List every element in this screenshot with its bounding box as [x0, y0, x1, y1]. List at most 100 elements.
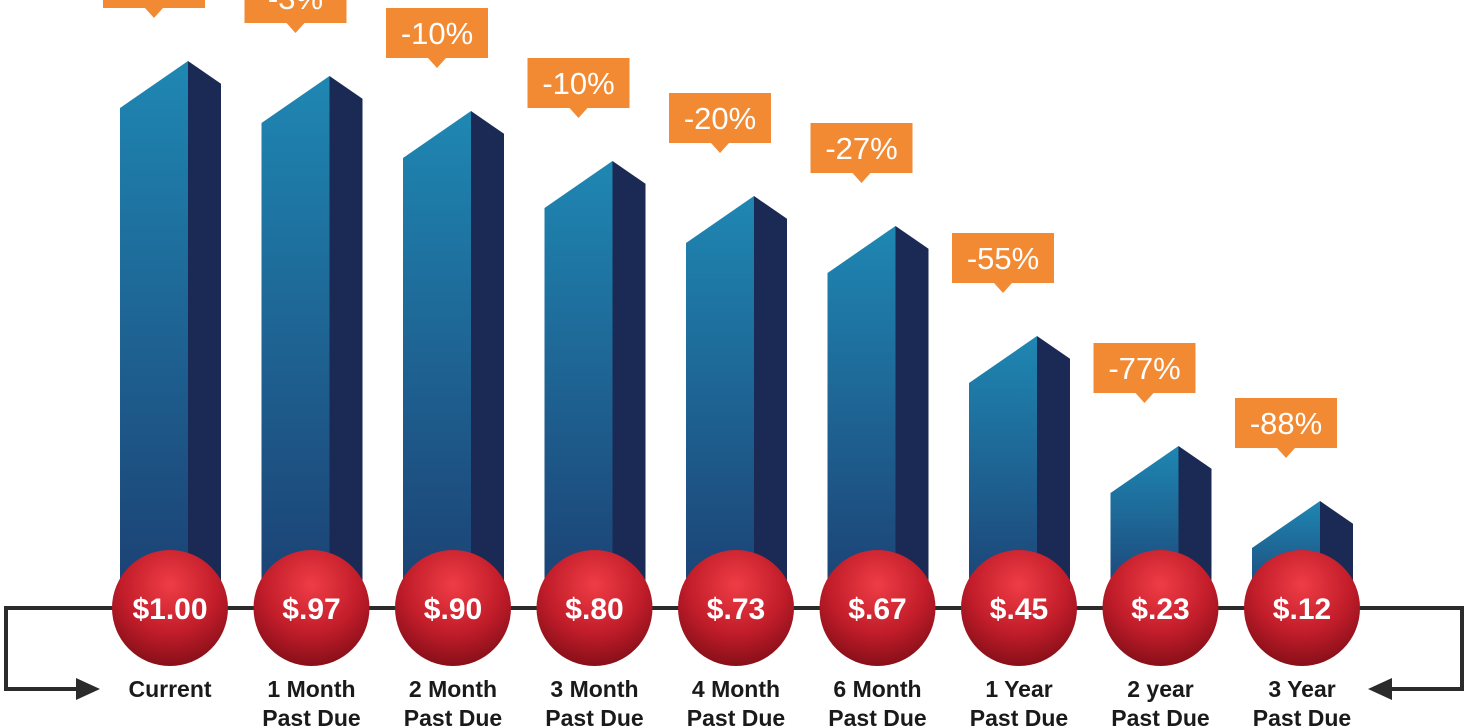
value-coin: $1.00 [112, 550, 228, 666]
value-label: $1.00 [132, 593, 207, 626]
value-coin: $.97 [253, 550, 370, 666]
bar-side [895, 226, 929, 608]
tag-pointer [145, 8, 163, 18]
category-label: 6 Month Past Due [828, 676, 926, 728]
category-label-line: Past Due [262, 705, 360, 728]
bar-side [612, 161, 646, 608]
category-label-line: Past Due [404, 705, 502, 728]
value-label: $.73 [707, 593, 765, 626]
bar-side [329, 76, 363, 608]
right-arrow-icon [76, 678, 100, 700]
bar-side [188, 61, 221, 608]
percent-label: -55% [967, 241, 1039, 276]
coin-circle [1102, 550, 1219, 666]
percent-label: -27% [825, 131, 897, 166]
category-label-line: 1 Month [267, 676, 355, 702]
value-coin: $.23 [1102, 550, 1219, 666]
value-label: $.12 [1273, 593, 1331, 626]
bar-front [544, 161, 613, 608]
bar-front [686, 196, 754, 608]
bar [403, 111, 504, 608]
value-label: $.67 [848, 593, 906, 626]
bar [261, 76, 363, 608]
category-label-line: 2 year [1127, 676, 1194, 702]
category-label-line: Past Due [687, 705, 785, 728]
value-coin: $.73 [678, 550, 794, 666]
bar-front [827, 226, 896, 608]
bar-front [261, 76, 330, 608]
value-label: $.80 [565, 593, 623, 626]
category-label: 1 Year Past Due [970, 676, 1068, 728]
tag-pointer [711, 143, 729, 153]
category-label-line: 3 Month [550, 676, 638, 702]
category-label: 1 Month Past Due [262, 676, 360, 728]
bar-front [969, 336, 1037, 608]
category-label: 2 year Past Due [1111, 676, 1209, 728]
left-arrow-icon [1368, 678, 1392, 700]
percent-tag: -10% [386, 8, 488, 68]
category-label-line: Current [128, 676, 211, 702]
tag-pointer [1135, 393, 1154, 403]
category-label-line: Past Due [970, 705, 1068, 728]
tag-pointer [286, 23, 305, 33]
tag-box [810, 123, 913, 173]
percent-tag: -77% [1093, 343, 1196, 403]
tag-box [1093, 343, 1196, 393]
percent-label: -3% [268, 0, 323, 16]
bar-side [471, 111, 504, 608]
value-label: $.45 [990, 593, 1048, 626]
category-label-line: 1 Year [985, 676, 1052, 702]
tag-box [669, 93, 771, 143]
right-bracket [1388, 608, 1464, 691]
percent-label: -77% [1108, 351, 1180, 386]
tag-pointer [569, 108, 588, 118]
percent-tag: -3% [244, 0, 347, 33]
value-label: $.23 [1131, 593, 1189, 626]
tag-box [952, 233, 1054, 283]
category-label-line: Past Due [1253, 705, 1351, 728]
value-coin: $.67 [819, 550, 936, 666]
percent-label: 100% [114, 0, 193, 1]
coin-circle [253, 550, 370, 666]
percent-tag: -10% [527, 58, 630, 118]
tag-box [1235, 398, 1337, 448]
tag-box [527, 58, 630, 108]
bar [827, 226, 929, 608]
percent-label: -10% [542, 66, 614, 101]
left-bracket [4, 608, 80, 691]
tag-pointer [428, 58, 446, 68]
coin-circle [819, 550, 936, 666]
value-coin: $.90 [395, 550, 511, 666]
bar-side [1037, 336, 1070, 608]
tag-pointer [852, 173, 871, 183]
coin-circle [112, 550, 228, 666]
bar-front [403, 111, 471, 608]
category-label: 4 Month Past Due [687, 676, 785, 728]
coin-circle [678, 550, 794, 666]
category-label: 3 Year Past Due [1253, 676, 1351, 728]
percent-label: -88% [1250, 406, 1322, 441]
bar [686, 196, 787, 608]
percent-tag: -55% [952, 233, 1054, 293]
bars [120, 61, 1353, 608]
category-label: 2 Month Past Due [404, 676, 502, 728]
tag-box [244, 0, 347, 23]
tag-box [103, 0, 205, 8]
category-label-line: Past Due [1111, 705, 1209, 728]
coin-circle [536, 550, 653, 666]
percent-tags: 100% -3% -10% -10% -20% -27% -55% -77% -88% [103, 0, 1337, 458]
value-coin: $.45 [961, 550, 1077, 666]
category-label: 3 Month Past Due [545, 676, 643, 728]
tag-pointer [1277, 448, 1295, 458]
coin-circle [1244, 550, 1360, 666]
value-coin: $.80 [536, 550, 653, 666]
tag-pointer [994, 283, 1012, 293]
percent-tag: 100% [103, 0, 205, 18]
bar-side [754, 196, 787, 608]
percent-tag: -20% [669, 93, 771, 153]
category-label-line: Past Due [828, 705, 926, 728]
category-label-line: 4 Month [692, 676, 780, 702]
tag-box [386, 8, 488, 58]
bar-front [120, 61, 188, 608]
